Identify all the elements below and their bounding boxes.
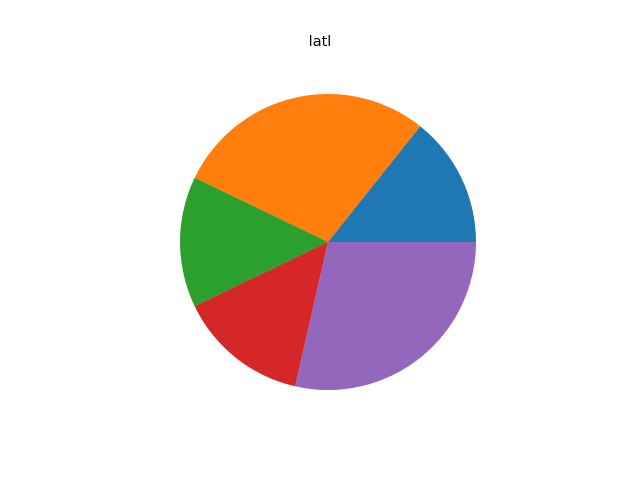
pie-slice-3	[180, 177, 328, 307]
chart-title: latl	[308, 34, 332, 50]
pie-slice-4	[194, 242, 328, 387]
pie-slice-2	[194, 94, 421, 243]
pie-slice-1	[328, 126, 476, 242]
pie-slice-5	[295, 242, 477, 390]
pie-slices	[180, 94, 477, 390]
